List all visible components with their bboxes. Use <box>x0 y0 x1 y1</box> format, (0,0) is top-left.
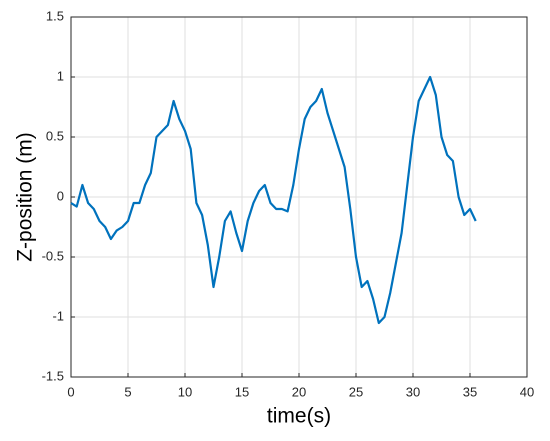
y-tick-label: 0 <box>57 188 64 203</box>
data-line <box>70 75 477 325</box>
x-tick-label: 25 <box>349 384 363 399</box>
y-tick-label: 0.5 <box>46 128 64 143</box>
x-tick-label: 35 <box>463 384 477 399</box>
y-tick-label: -0.5 <box>42 248 64 263</box>
x-tick-label: 40 <box>520 384 534 399</box>
x-tick-label: 5 <box>124 384 131 399</box>
x-tick-label: 15 <box>235 384 249 399</box>
y-tick-label: 1 <box>57 68 64 83</box>
x-tick-label: 10 <box>178 384 192 399</box>
x-tick-label: 20 <box>292 384 306 399</box>
y-tick-label: 1.5 <box>46 8 64 23</box>
y-axis-label: Z-position (m) <box>14 132 37 262</box>
y-tick-label: -1.5 <box>42 368 64 383</box>
x-axis-label: time(s) <box>267 405 331 428</box>
x-tick-label: 30 <box>406 384 420 399</box>
x-tick-label: 0 <box>67 384 74 399</box>
y-tick-label: -1 <box>52 308 64 323</box>
plot-frame <box>70 16 528 378</box>
